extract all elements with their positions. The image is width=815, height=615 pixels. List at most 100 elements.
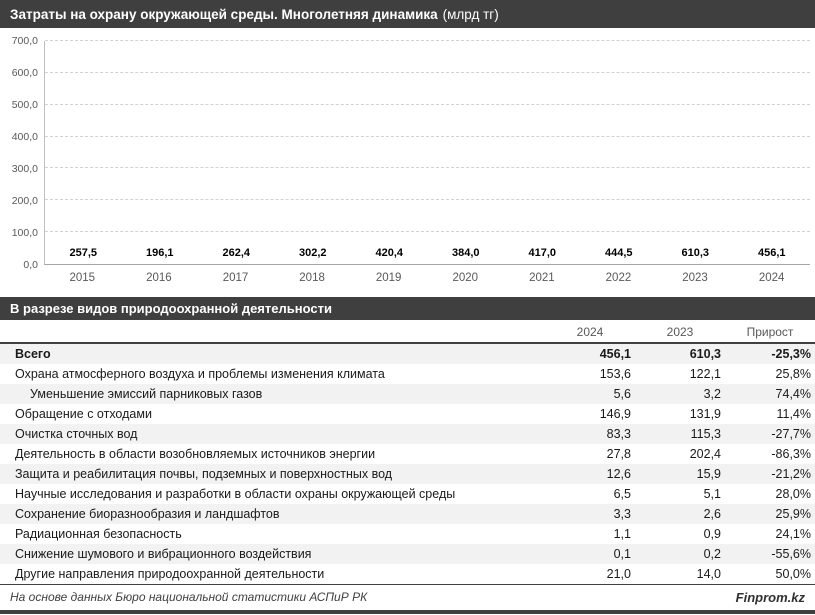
bars: 257,5 196,1 262,4 302,2 420,4 384,0 417,0 444,5… [45,41,810,264]
row-label: Научные исследования и разработки в обла… [15,487,456,501]
value-growth: 24,1% [775,527,811,541]
value-growth: 11,4% [776,407,811,421]
value-2024: 0,1 [613,547,631,561]
y-tick-label: 200,0 [11,195,38,207]
x-tick-label: 2023 [682,271,708,284]
value-2023: 3,2 [703,387,721,401]
bar-slot: 417,0 [504,41,581,264]
value-growth: -21,2% [771,467,811,481]
table-row: Научные исследования и разработки в обла… [0,484,815,504]
row-label: Сохранение биоразнообразия и ландшафтов [15,507,280,521]
table-row: Уменьшение эмиссий парниковых газов 5,6 3,… [0,384,815,404]
row-label: Другие направления природоохранной деяте… [15,567,325,581]
activity-table: 2024 2023 Прирост Всего 456,1 610,3 -25,3% О… [0,321,815,584]
value-growth: -27,7% [771,427,811,441]
row-label: Радиационная безопасность [15,527,182,541]
column-header-growth: Прирост [746,324,794,339]
x-tick-label: 2018 [299,271,325,284]
bar-slot: 196,1 [122,41,199,264]
source-note: На основе данных Бюро национальной стати… [10,590,368,604]
value-2024: 83,3 [606,427,631,441]
value-2024: 5,6 [613,387,631,401]
table-title-bar: В разрезе видов природоохранной деятельн… [0,297,815,320]
bar-value-label: 610,3 [681,247,710,259]
row-label: Уменьшение эмиссий парниковых газов [30,387,263,401]
table-row: Охрана атмосферного воздуха и проблемы и… [0,364,815,384]
bar-slot: 257,5 [45,41,122,264]
x-tick-label: 2016 [146,271,172,284]
bottom-accent-bar [0,610,815,614]
table-row: Обращение с отходами 146,9 131,9 11,4% [0,404,815,424]
chart-title: Затраты на охрану окружающей среды. Мног… [10,6,438,22]
value-growth: 50,0% [775,567,811,581]
bar-value-label: 417,0 [528,247,557,259]
value-growth: -86,3% [771,447,811,461]
value-growth: -25,3% [771,347,811,361]
row-label: Охрана атмосферного воздуха и проблемы и… [15,367,385,381]
bar-slot: 302,2 [275,41,352,264]
value-2023: 14,0 [696,567,721,581]
table-row: Всего 456,1 610,3 -25,3% [0,344,815,364]
bar-value-label: 257,5 [69,247,98,259]
gridline [45,199,810,201]
value-2023: 5,1 [703,487,721,501]
table-row: Деятельность в области возобновляемых ис… [0,444,815,464]
table-row: Радиационная безопасность 1,1 0,9 24,1% [0,524,815,544]
table-row: Другие направления природоохранной деяте… [0,564,815,584]
value-2024: 146,9 [599,407,631,421]
plot-area: 257,5 196,1 262,4 302,2 420,4 384,0 417,0 444,5… [44,40,810,265]
bar-slot: 262,4 [198,41,275,264]
x-axis: 2015 2016 2017 2018 2019 2020 2021 2022 2023 2024 [44,265,810,290]
table-body: Всего 456,1 610,3 -25,3% Охрана атмосферного… [0,344,815,584]
x-tick-label: 2022 [605,271,632,284]
column-header-2024: 2024 [576,324,604,339]
x-tick-label: 2021 [529,271,555,284]
y-tick-label: 500,0 [11,99,38,111]
bar-value-label: 302,2 [298,247,327,259]
bar-slot: 456,1 [734,41,811,264]
bar-value-label: 420,4 [375,247,404,259]
gridline [45,71,810,73]
gridline [45,40,810,41]
value-2023: 122,1 [689,367,721,381]
row-label: Очистка сточных вод [15,427,138,441]
value-growth: -55,6% [771,547,811,561]
value-2023: 15,9 [696,467,721,481]
y-tick-label: 0,0 [23,259,38,271]
value-growth: 25,9% [775,507,811,521]
value-2023: 115,3 [690,427,721,441]
value-2024: 456,1 [599,347,631,361]
y-tick-label: 100,0 [11,227,38,239]
table-header-row: 2024 2023 Прирост [0,321,815,344]
value-growth: 28,0% [775,487,811,501]
gridline [45,231,810,233]
x-tick-label: 2019 [375,271,402,284]
table-row: Защита и реабилитация почвы, подземных и… [0,464,815,484]
row-label: Обращение с отходами [15,407,152,421]
row-label: Снижение шумового и вибрационного воздей… [15,547,312,561]
y-tick-label: 700,0 [11,35,38,47]
table-row: Очистка сточных вод 83,3 115,3 -27,7% [0,424,815,444]
value-2024: 1,1 [613,527,631,541]
value-2024: 27,8 [606,447,631,461]
bar-value-label: 262,4 [222,247,251,259]
footer: На основе данных Бюро национальной стати… [0,584,815,609]
x-tick-label: 2020 [452,271,479,284]
value-2023: 0,2 [703,547,721,561]
bar-value-label: 444,5 [604,247,633,259]
bar-slot: 610,3 [657,41,734,264]
bar-value-label: 384,0 [451,247,480,259]
x-tick-label: 2015 [69,271,96,284]
value-2023: 131,9 [689,407,721,421]
column-header-2023: 2023 [666,324,694,339]
value-2023: 202,4 [689,447,721,461]
row-label: Всего [15,347,51,361]
value-2024: 12,6 [606,467,631,481]
value-2023: 0,9 [703,527,721,541]
brand-logo: Finprom.kz [735,589,805,605]
y-axis: 0,0 100,0 200,0 300,0 400,0 500,0 600,0 700,0 [0,35,44,271]
row-label: Деятельность в области возобновляемых ис… [15,447,376,461]
gridline [45,135,810,137]
x-tick-label: 2024 [758,271,785,284]
x-tick-label: 2017 [222,271,249,284]
